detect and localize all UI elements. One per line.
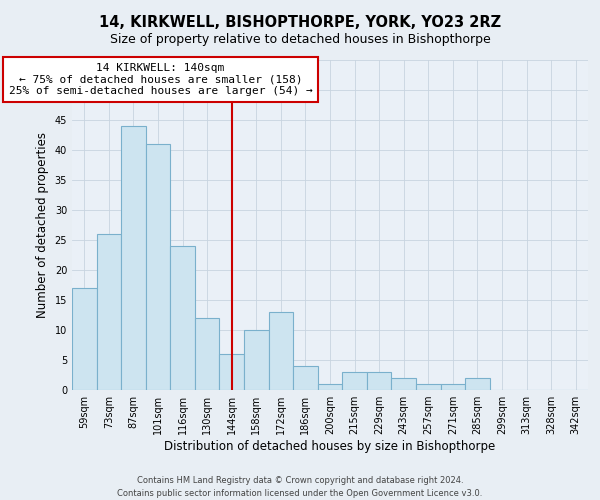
Bar (269, 312, 293, 390)
Bar (416, 384, 440, 390)
Bar (391, 378, 416, 390)
Bar (146, 144, 170, 390)
Bar (342, 372, 367, 390)
Bar (293, 366, 318, 390)
Bar (440, 384, 465, 390)
Bar (195, 318, 220, 390)
Bar (220, 354, 244, 390)
Text: 14 KIRKWELL: 140sqm
← 75% of detached houses are smaller (158)
25% of semi-detac: 14 KIRKWELL: 140sqm ← 75% of detached ho… (8, 63, 313, 96)
Bar (97, 234, 121, 390)
Text: 14, KIRKWELL, BISHOPTHORPE, YORK, YO23 2RZ: 14, KIRKWELL, BISHOPTHORPE, YORK, YO23 2… (99, 15, 501, 30)
Bar (121, 126, 146, 390)
Bar (72, 288, 97, 390)
Text: Contains HM Land Registry data © Crown copyright and database right 2024.
Contai: Contains HM Land Registry data © Crown c… (118, 476, 482, 498)
X-axis label: Distribution of detached houses by size in Bishopthorpe: Distribution of detached houses by size … (164, 440, 496, 453)
Bar (367, 372, 391, 390)
Text: Size of property relative to detached houses in Bishopthorpe: Size of property relative to detached ho… (110, 32, 490, 46)
Y-axis label: Number of detached properties: Number of detached properties (36, 132, 49, 318)
Bar (244, 330, 269, 390)
Bar (318, 384, 342, 390)
Bar (465, 378, 490, 390)
Bar (170, 246, 195, 390)
